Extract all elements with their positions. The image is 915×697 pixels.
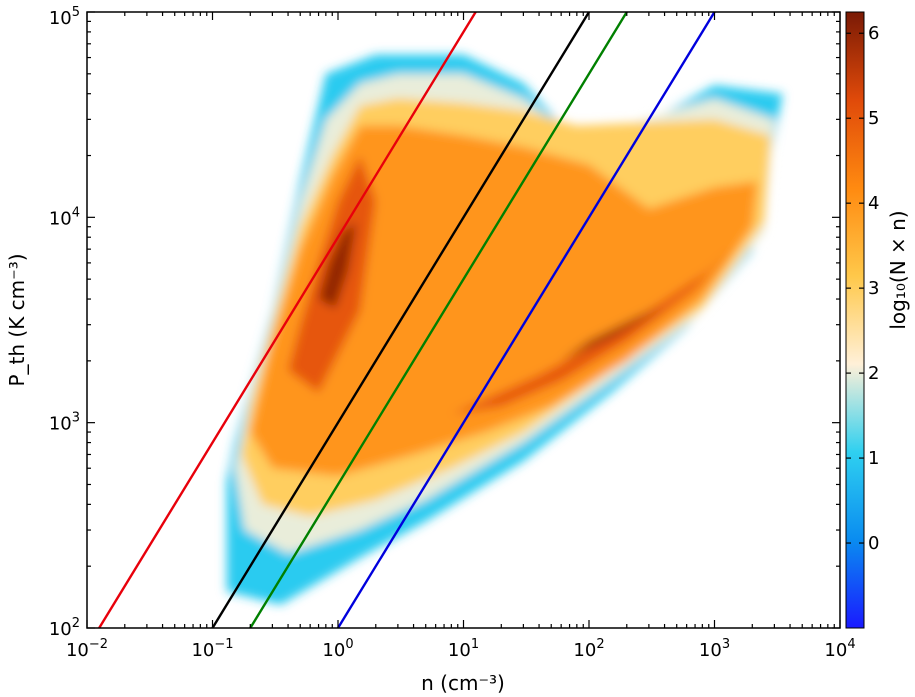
y-axis-label: P_th (K cm⁻³) — [5, 253, 29, 386]
y-tick-label-exponent: 5 — [72, 5, 80, 20]
density-heatmap — [226, 54, 783, 605]
x-tick-label: 103 — [699, 637, 730, 661]
y-axis-title: P_th (K cm⁻³) — [5, 253, 29, 386]
colorbar-tick-label: 6 — [868, 23, 879, 44]
x-tick-label: 100 — [322, 637, 353, 661]
colorbar-tick-label: 0 — [868, 533, 879, 554]
colorbar-title: log₁₀(N × n) — [886, 210, 910, 329]
reference-line-2 — [249, 12, 628, 628]
x-axis-label: n (cm⁻³) — [421, 671, 505, 695]
colorbar-gradient — [845, 11, 865, 629]
y-tick-label-base: 10 — [49, 8, 72, 29]
colorbar-tick-label: 4 — [868, 193, 879, 214]
y-tick-label-exponent: 4 — [72, 205, 80, 220]
y-tick-label-base: 10 — [49, 208, 72, 229]
x-tick-label-base: 10 — [699, 640, 722, 661]
x-tick-label-exponent: 3 — [722, 637, 730, 652]
y-tick-label-exponent: 3 — [72, 411, 80, 426]
y-tick-label: 104 — [49, 205, 80, 229]
y-tick-label: 103 — [49, 411, 80, 435]
density-region-6 — [318, 221, 357, 309]
y-tick-label-base: 10 — [49, 619, 72, 640]
x-tick-label-base: 10 — [573, 640, 596, 661]
y-tick-label: 102 — [49, 616, 80, 640]
colorbar-tick-label: 5 — [868, 108, 879, 129]
x-axis-title: n (cm⁻³) — [421, 671, 505, 695]
reference-line-0 — [98, 12, 477, 628]
y-tick-label-exponent: 2 — [72, 616, 80, 631]
colorbar-tick-label: 3 — [868, 278, 879, 299]
density-region-7 — [561, 306, 665, 361]
x-tick-label: 101 — [448, 637, 479, 661]
y-tick-label-base: 10 — [49, 414, 72, 435]
x-tick-label-exponent: −2 — [89, 637, 108, 652]
reference-lines — [98, 12, 716, 628]
colorbar-tick-label: 2 — [868, 363, 879, 384]
colorbar: 0 1 2 3 4 5 6 log₁₀(N × n) — [845, 11, 910, 629]
x-tick-label-exponent: 1 — [471, 637, 479, 652]
reference-line-3 — [336, 12, 716, 628]
x-tick-label: 10−2 — [66, 637, 108, 661]
x-tick-label-base: 10 — [191, 640, 214, 661]
x-tick-label-exponent: 0 — [345, 637, 353, 652]
colorbar-tick-label: 1 — [868, 448, 879, 469]
x-tick-label: 104 — [824, 637, 855, 661]
x-tick-label: 10−1 — [191, 637, 233, 661]
x-tick-label-base: 10 — [824, 640, 847, 661]
x-tick-label-exponent: 2 — [596, 637, 604, 652]
x-axis-ticks: 10−2 10−1 100 101 102 103 104 — [66, 12, 856, 661]
y-tick-label: 105 — [49, 5, 80, 29]
x-tick-label-base: 10 — [448, 640, 471, 661]
x-tick-label-base: 10 — [66, 640, 89, 661]
x-tick-label-exponent: 4 — [847, 637, 855, 652]
density-region-3 — [250, 125, 758, 476]
reference-line-1 — [211, 12, 591, 628]
x-tick-label: 102 — [573, 637, 604, 661]
x-tick-label-exponent: −1 — [214, 637, 233, 652]
x-tick-label-base: 10 — [322, 640, 345, 661]
colorbar-ticks: 0 1 2 3 4 5 6 — [846, 23, 879, 554]
